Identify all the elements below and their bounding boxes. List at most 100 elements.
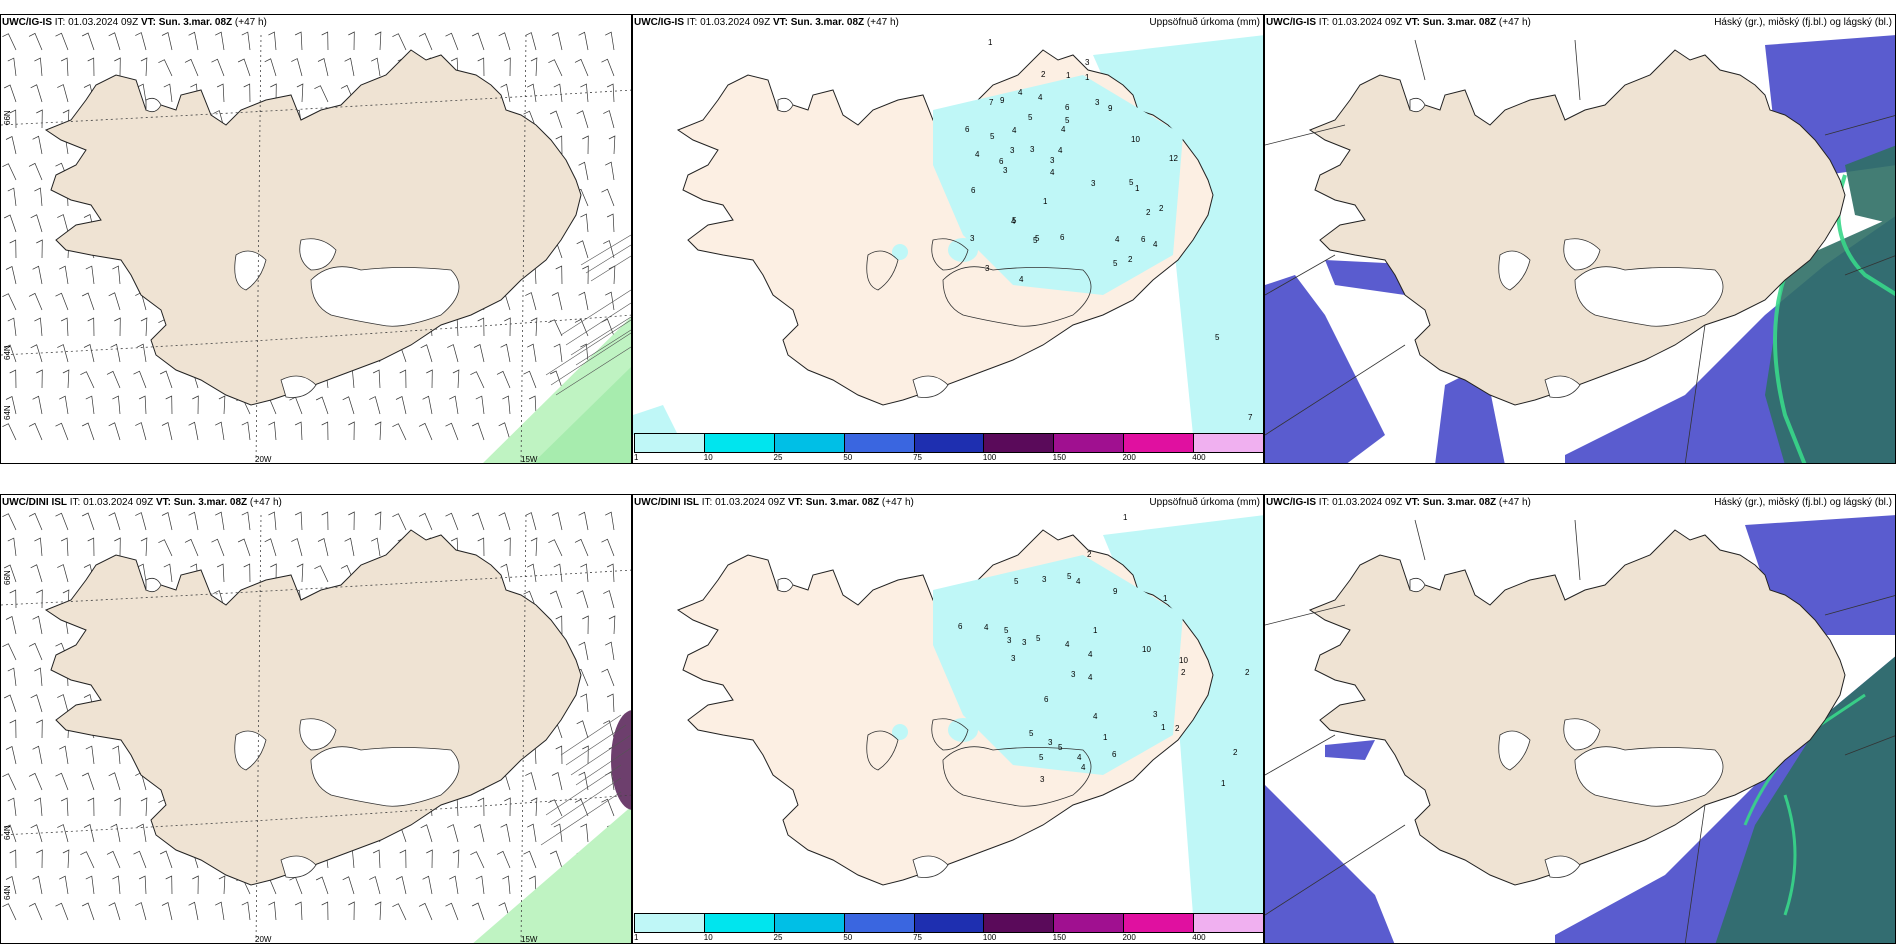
wind-green-zone-dark	[533, 366, 631, 463]
wind-barb	[3, 824, 17, 843]
precip-title: Uppsöfnuð úrkoma (mm)	[1149, 497, 1260, 508]
grid-line	[1, 89, 631, 126]
glacier-shape	[299, 718, 337, 751]
wind-barb	[496, 850, 511, 869]
wind-barb	[60, 537, 69, 557]
glacier-shape	[145, 97, 162, 113]
wind-barb	[85, 875, 95, 895]
glacier-shape	[1563, 718, 1601, 751]
wind-barb	[601, 188, 615, 207]
wind-barb	[110, 823, 121, 843]
wind-barb	[85, 745, 95, 765]
wind-barb	[108, 422, 121, 441]
precip-value-label: 7	[989, 98, 994, 107]
precip-value-label: 3	[1095, 98, 1100, 107]
colorbar-swatch	[844, 914, 915, 932]
wind-barb	[159, 850, 173, 869]
wind-barb	[108, 512, 121, 531]
wind-barb	[314, 85, 329, 103]
glacier-shape	[145, 577, 162, 593]
wind-barb	[527, 83, 537, 103]
lat-lon-grid	[1, 34, 631, 463]
wind-barb	[551, 771, 563, 791]
wind-barb	[470, 371, 485, 389]
wind-barb	[192, 875, 199, 895]
precip-value-label: 3	[1011, 654, 1016, 663]
wind-barb	[3, 564, 17, 583]
panel-precip-top: UWC/IG-IS IT: 01.03.2024 09Z VT: Sun. 3.…	[632, 14, 1264, 464]
wind-barb	[473, 823, 485, 843]
wind-barb	[36, 369, 43, 389]
precip-value-label: 5	[1065, 116, 1070, 125]
glaciers	[777, 97, 1092, 398]
panel-title: UWC/IG-IS IT: 01.03.2024 09Z VT: Sun. 3.…	[1266, 17, 1531, 28]
precip-value-label: 5	[1035, 234, 1040, 243]
wind-barb	[294, 31, 303, 51]
precip-value-label: 4	[1050, 168, 1055, 177]
wind-barb	[57, 84, 69, 103]
precip-value-label: 2	[1175, 724, 1180, 733]
precip-value-label: 4	[1012, 126, 1017, 135]
wind-barb	[374, 901, 382, 921]
wind-barb	[289, 876, 303, 895]
wind-barb	[270, 83, 277, 103]
wind-barb	[447, 344, 459, 363]
wind-barb	[477, 537, 485, 557]
wind-barb	[57, 214, 69, 233]
glacier-shape	[777, 577, 794, 593]
panel-title: UWC/DINI ISL IT: 01.03.2024 09Z VT: Sun.…	[634, 497, 914, 508]
wind-barb	[34, 317, 43, 337]
precip-value-label: 1	[988, 38, 993, 47]
precip-value-label: 1	[1066, 71, 1071, 80]
wind-barb	[471, 512, 485, 531]
wind-barb	[30, 694, 43, 713]
precip-colorbar	[634, 913, 1263, 933]
precip-value-label: 4	[1081, 763, 1086, 772]
precip-value-label: 5	[1033, 236, 1038, 245]
wind-barb	[294, 511, 303, 531]
wind-barb	[7, 317, 17, 337]
wind-barb	[549, 590, 563, 609]
wind-barb	[211, 58, 225, 77]
wind-barb	[135, 32, 147, 51]
wind-barb	[110, 343, 121, 363]
wind-barb	[28, 512, 43, 531]
precip-value-label: 3	[985, 264, 990, 273]
wind-barb	[294, 421, 303, 441]
precip-value-label: 2	[1128, 255, 1133, 264]
wind-barb	[608, 265, 616, 285]
colorbar-tick-label: 25	[773, 453, 783, 462]
wind-barb	[28, 32, 43, 51]
precip-value-label: 6	[1060, 233, 1065, 242]
wind-barb	[549, 110, 563, 129]
wind-barb	[59, 745, 69, 765]
wind-barb	[395, 875, 407, 895]
precip-value-label: 4	[1058, 146, 1063, 155]
precip-value-label: 1	[1135, 184, 1140, 193]
wind-barb	[80, 371, 95, 389]
wind-barb	[81, 292, 95, 311]
wind-barb	[28, 902, 43, 921]
precip-value-label: 3	[970, 234, 975, 243]
wind-barb	[578, 161, 589, 181]
wind-barb	[216, 83, 225, 103]
wind-barb	[582, 265, 589, 285]
glacier-shape	[1544, 855, 1581, 878]
wind-barb	[188, 421, 199, 441]
precip-value-label: 3	[1091, 179, 1096, 188]
wind-barb	[418, 512, 433, 531]
grid-line	[520, 34, 527, 463]
wind-barb	[216, 563, 225, 583]
wind-barb	[496, 370, 511, 389]
wind-barb	[553, 823, 563, 843]
wind-barb	[555, 135, 563, 155]
wind-barb	[392, 903, 407, 921]
precip-colorbar	[634, 433, 1263, 453]
lon-label-15: 15W	[521, 935, 538, 944]
wind-barb	[32, 615, 43, 635]
iceland-landmass	[44, 49, 582, 406]
wind-barb	[548, 539, 563, 557]
colorbar-tick-label: 400	[1192, 933, 1206, 942]
wind-barb	[374, 421, 382, 441]
colorbar-tick-label: 10	[703, 453, 713, 462]
